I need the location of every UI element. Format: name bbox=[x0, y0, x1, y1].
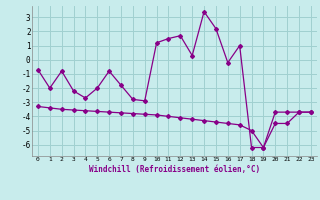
X-axis label: Windchill (Refroidissement éolien,°C): Windchill (Refroidissement éolien,°C) bbox=[89, 165, 260, 174]
